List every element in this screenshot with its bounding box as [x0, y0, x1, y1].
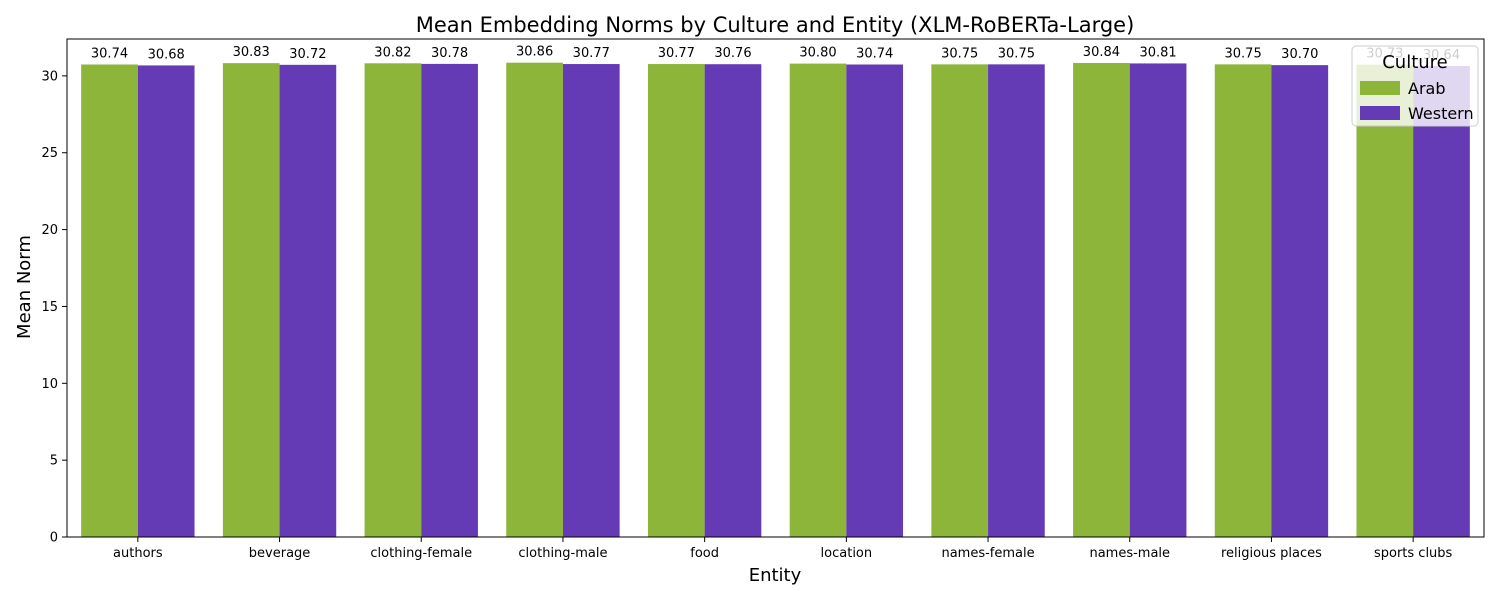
data-label: 30.75	[1225, 46, 1262, 61]
data-label: 30.76	[714, 46, 751, 61]
data-label: 30.77	[658, 46, 695, 61]
bar-western-9	[1413, 66, 1470, 538]
x-tick-label: names-male	[1089, 546, 1170, 561]
bar-arab-2	[364, 63, 422, 537]
chart-title: Mean Embedding Norms by Culture and Enti…	[416, 13, 1135, 37]
bar-western-0	[137, 65, 195, 537]
bar-western-7	[1129, 63, 1187, 537]
data-label: 30.81	[1139, 45, 1176, 60]
data-label: 30.74	[91, 47, 128, 62]
x-tick-label: authors	[113, 546, 163, 561]
bar-arab-3	[506, 62, 563, 538]
data-label: 30.80	[799, 46, 836, 61]
legend-swatch-arab	[1360, 81, 1400, 95]
data-label: 30.84	[1083, 45, 1120, 60]
legend-entry-arab: Arab	[1408, 79, 1445, 98]
legend: Culture Arab Western	[1351, 45, 1479, 127]
legend-entry-western: Western	[1408, 104, 1474, 123]
legend-title: Culture	[1382, 52, 1448, 73]
x-tick-label: religious places	[1221, 546, 1322, 561]
data-label: 30.75	[998, 46, 1035, 61]
data-label: 30.74	[856, 47, 893, 62]
x-axis-label: Entity	[749, 565, 802, 586]
bar-arab-6	[931, 64, 989, 538]
data-label: 30.75	[941, 46, 978, 61]
bar-arab-9	[1356, 64, 1414, 538]
bar-arab-1	[222, 63, 280, 537]
bar-arab-0	[81, 64, 138, 537]
bar-arab-4	[647, 64, 705, 538]
x-tick-label: beverage	[249, 546, 311, 561]
x-tick-label: clothing-female	[370, 546, 472, 561]
bar-western-8	[1271, 65, 1329, 537]
data-label: 30.82	[374, 45, 411, 60]
bar-western-3	[562, 64, 620, 538]
x-tick-label: location	[821, 546, 873, 561]
y-tick-label: 20	[41, 223, 58, 238]
bar-western-2	[421, 63, 478, 538]
data-label: 30.70	[1281, 47, 1318, 62]
data-label: 30.83	[233, 45, 270, 60]
x-tick-label: sports clubs	[1374, 546, 1453, 561]
y-tick-label: 10	[41, 377, 58, 392]
bar-arab-8	[1214, 64, 1272, 538]
plot-frame	[66, 38, 1485, 538]
data-label: 30.86	[516, 45, 553, 60]
data-label: 30.77	[573, 46, 610, 61]
y-tick-label: 0	[50, 531, 58, 546]
data-label: 30.78	[431, 46, 468, 61]
y-tick-label: 5	[50, 454, 58, 469]
y-tick-label: 15	[41, 300, 58, 315]
bar-western-5	[846, 64, 904, 537]
legend-swatch-western	[1360, 106, 1400, 120]
x-tick-label: food	[690, 546, 719, 561]
data-label: 30.72	[289, 47, 326, 62]
bar-western-6	[988, 64, 1045, 538]
y-tick-label: 30	[41, 69, 58, 84]
x-tick-label: clothing-male	[518, 546, 607, 561]
bar-arab-5	[789, 63, 847, 538]
bar-western-1	[279, 64, 337, 537]
x-tick-label: names-female	[941, 546, 1034, 561]
bar-arab-7	[1073, 62, 1130, 537]
bar-western-4	[704, 64, 762, 538]
plot-area: 30.74 30.68 authors 30.83 30.72 beverage 30.82…	[41, 38, 1485, 561]
data-label: 30.68	[148, 47, 185, 62]
y-tick-label: 25	[41, 146, 58, 161]
y-axis-label: Mean Norm	[14, 235, 35, 339]
